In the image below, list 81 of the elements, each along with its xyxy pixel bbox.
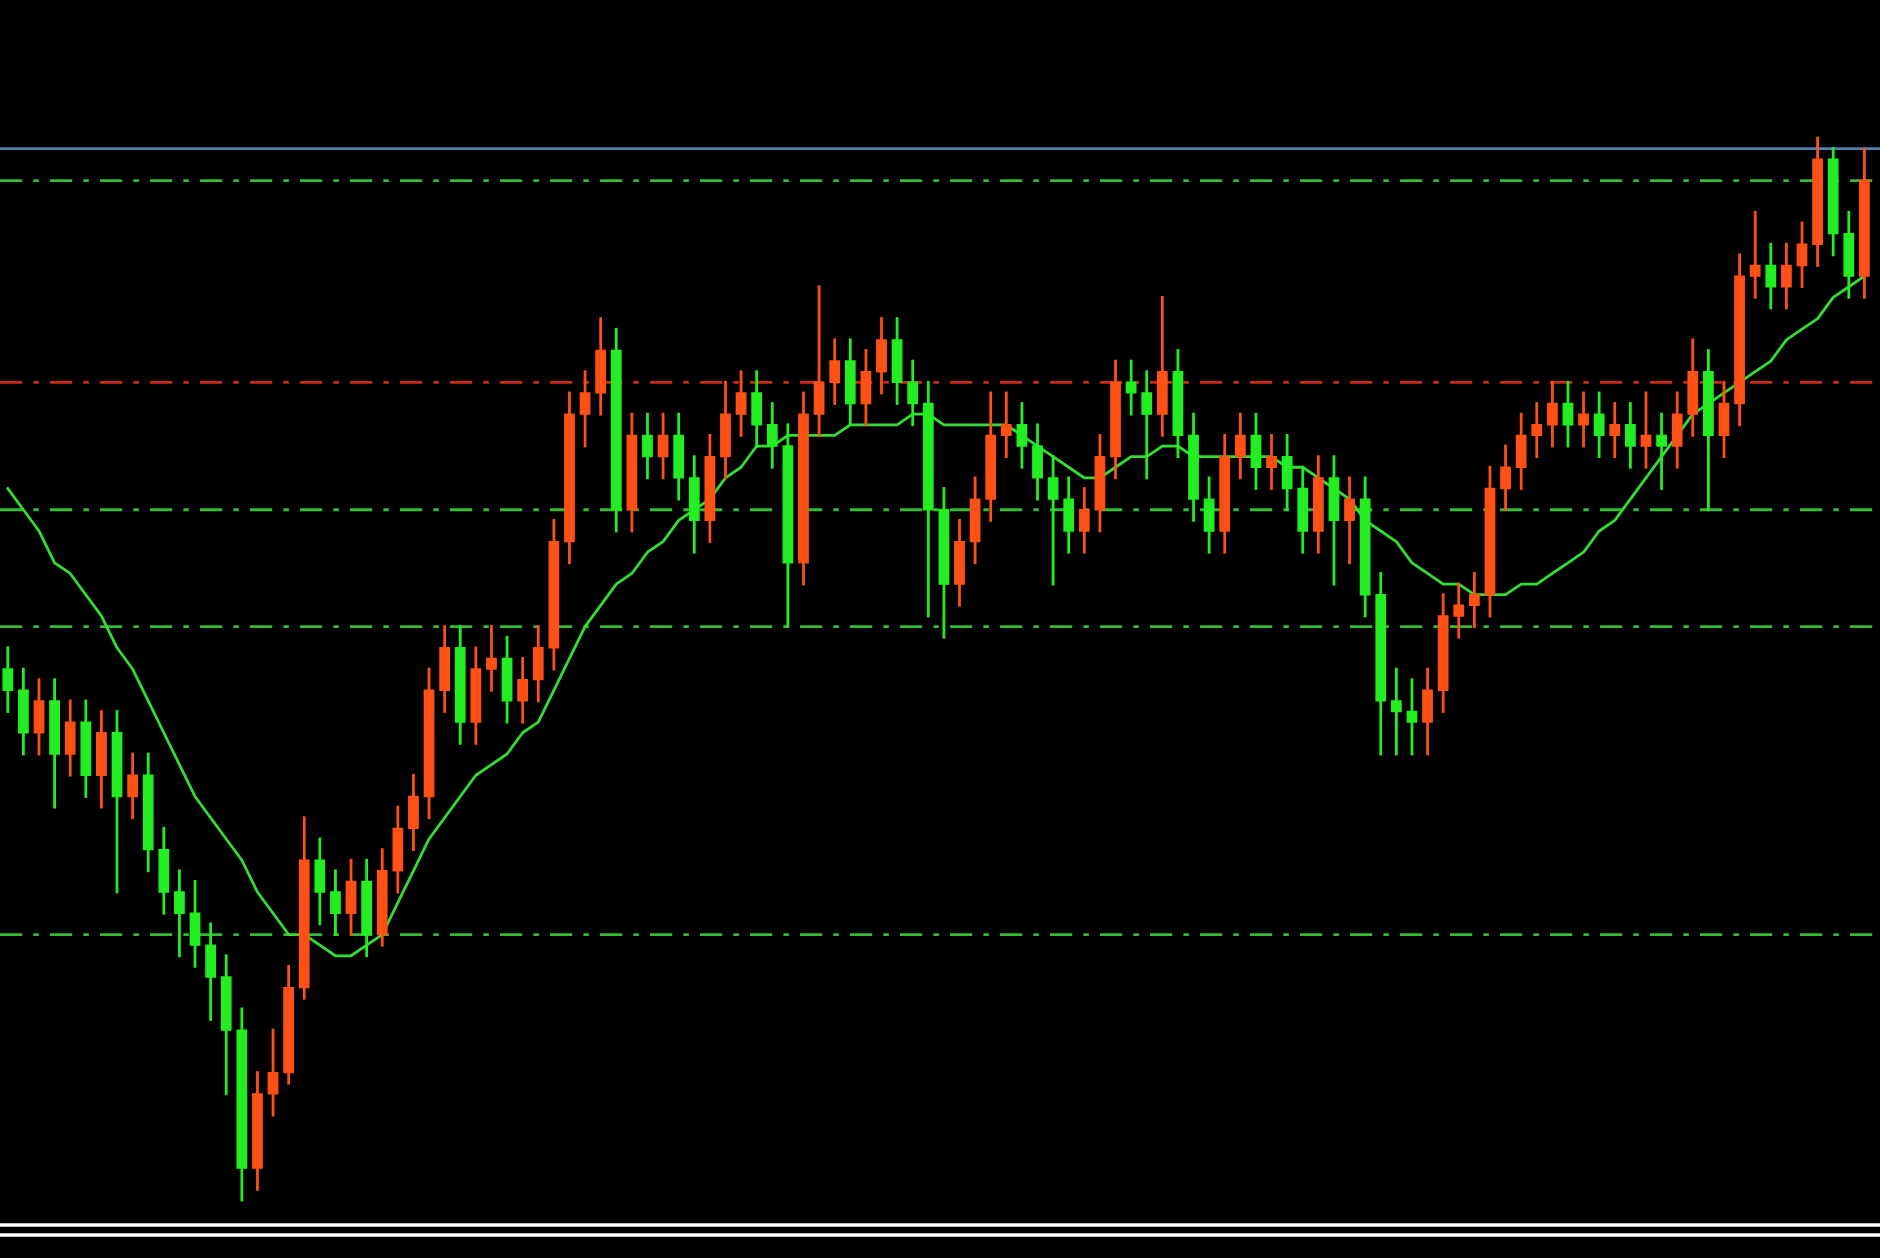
candlestick xyxy=(1671,391,1683,469)
candlestick xyxy=(267,1028,279,1117)
candlestick xyxy=(2,646,14,713)
candlestick xyxy=(1515,412,1527,490)
candlestick xyxy=(1500,444,1511,512)
candlestick xyxy=(158,826,170,915)
candlestick xyxy=(439,625,451,713)
candlestick xyxy=(720,380,731,480)
candlestick xyxy=(501,635,513,724)
candlestick xyxy=(1609,402,1621,459)
candlestick xyxy=(392,805,404,894)
candlestick xyxy=(688,455,700,554)
candlestick xyxy=(1297,465,1309,554)
candlestick xyxy=(1546,380,1558,448)
candlestick xyxy=(860,349,872,427)
candlestick xyxy=(1000,391,1012,459)
candlestick xyxy=(174,869,185,958)
candlestick xyxy=(1344,476,1355,565)
candlestick xyxy=(829,338,841,405)
candlestick xyxy=(345,858,357,936)
candlestick xyxy=(1468,572,1480,628)
candlestick xyxy=(642,412,653,480)
candlestick xyxy=(1578,391,1589,448)
candlestick xyxy=(876,317,887,395)
candlestick xyxy=(1141,370,1153,480)
candlestick xyxy=(1063,476,1075,554)
candlestick xyxy=(18,667,29,756)
candlestick xyxy=(1328,455,1340,586)
candlestick xyxy=(1078,487,1090,554)
candlestick xyxy=(891,317,903,405)
candlestick xyxy=(408,773,419,851)
candlestick xyxy=(1406,678,1418,756)
candlestick xyxy=(532,625,544,703)
candlestick xyxy=(1453,582,1465,639)
candlestick xyxy=(657,412,669,480)
candlestick xyxy=(1390,667,1402,756)
candlestick xyxy=(1422,667,1433,756)
candlestick xyxy=(96,710,107,809)
candlestick xyxy=(1266,434,1277,490)
candlestick xyxy=(1016,402,1028,469)
candlestick xyxy=(766,402,778,469)
candlestick xyxy=(969,476,981,565)
candlestick xyxy=(1234,412,1246,480)
candlestick xyxy=(486,625,497,692)
candlestick xyxy=(1624,402,1636,469)
candlestick xyxy=(1125,359,1137,416)
candlestick xyxy=(735,370,747,437)
candlestick xyxy=(1781,242,1792,310)
candlestick xyxy=(844,338,856,427)
candlestick xyxy=(1796,221,1808,289)
candlestick xyxy=(813,285,825,437)
candlestick xyxy=(1250,412,1262,490)
candlestick xyxy=(205,922,216,1021)
candlestick xyxy=(1687,338,1699,437)
candlestick xyxy=(579,370,591,448)
candlestick xyxy=(1656,412,1667,490)
candlestick xyxy=(751,370,763,448)
candlestick xyxy=(1156,295,1168,437)
candlestick xyxy=(1640,391,1652,469)
candlestick xyxy=(64,699,76,777)
candlestick xyxy=(1047,455,1059,586)
candlestick xyxy=(517,657,529,724)
candlestick xyxy=(1032,423,1043,501)
candlestick xyxy=(1718,380,1730,459)
candlestick xyxy=(127,752,138,820)
candlestick xyxy=(1203,476,1215,554)
candlestick xyxy=(907,359,919,427)
candlestick xyxy=(1843,211,1855,299)
candlestick xyxy=(673,412,685,501)
candlestick xyxy=(595,317,607,416)
candlestick xyxy=(189,880,201,968)
candlestick xyxy=(33,678,45,756)
candlestick xyxy=(314,837,326,926)
candlestick xyxy=(1749,211,1761,299)
candlestick xyxy=(1765,242,1777,310)
candlestick xyxy=(954,518,965,607)
candlestick xyxy=(1281,434,1293,512)
candlestick xyxy=(1593,391,1605,459)
candlestick xyxy=(1562,380,1574,448)
candlestick xyxy=(330,869,341,936)
candlestick xyxy=(1531,402,1543,459)
